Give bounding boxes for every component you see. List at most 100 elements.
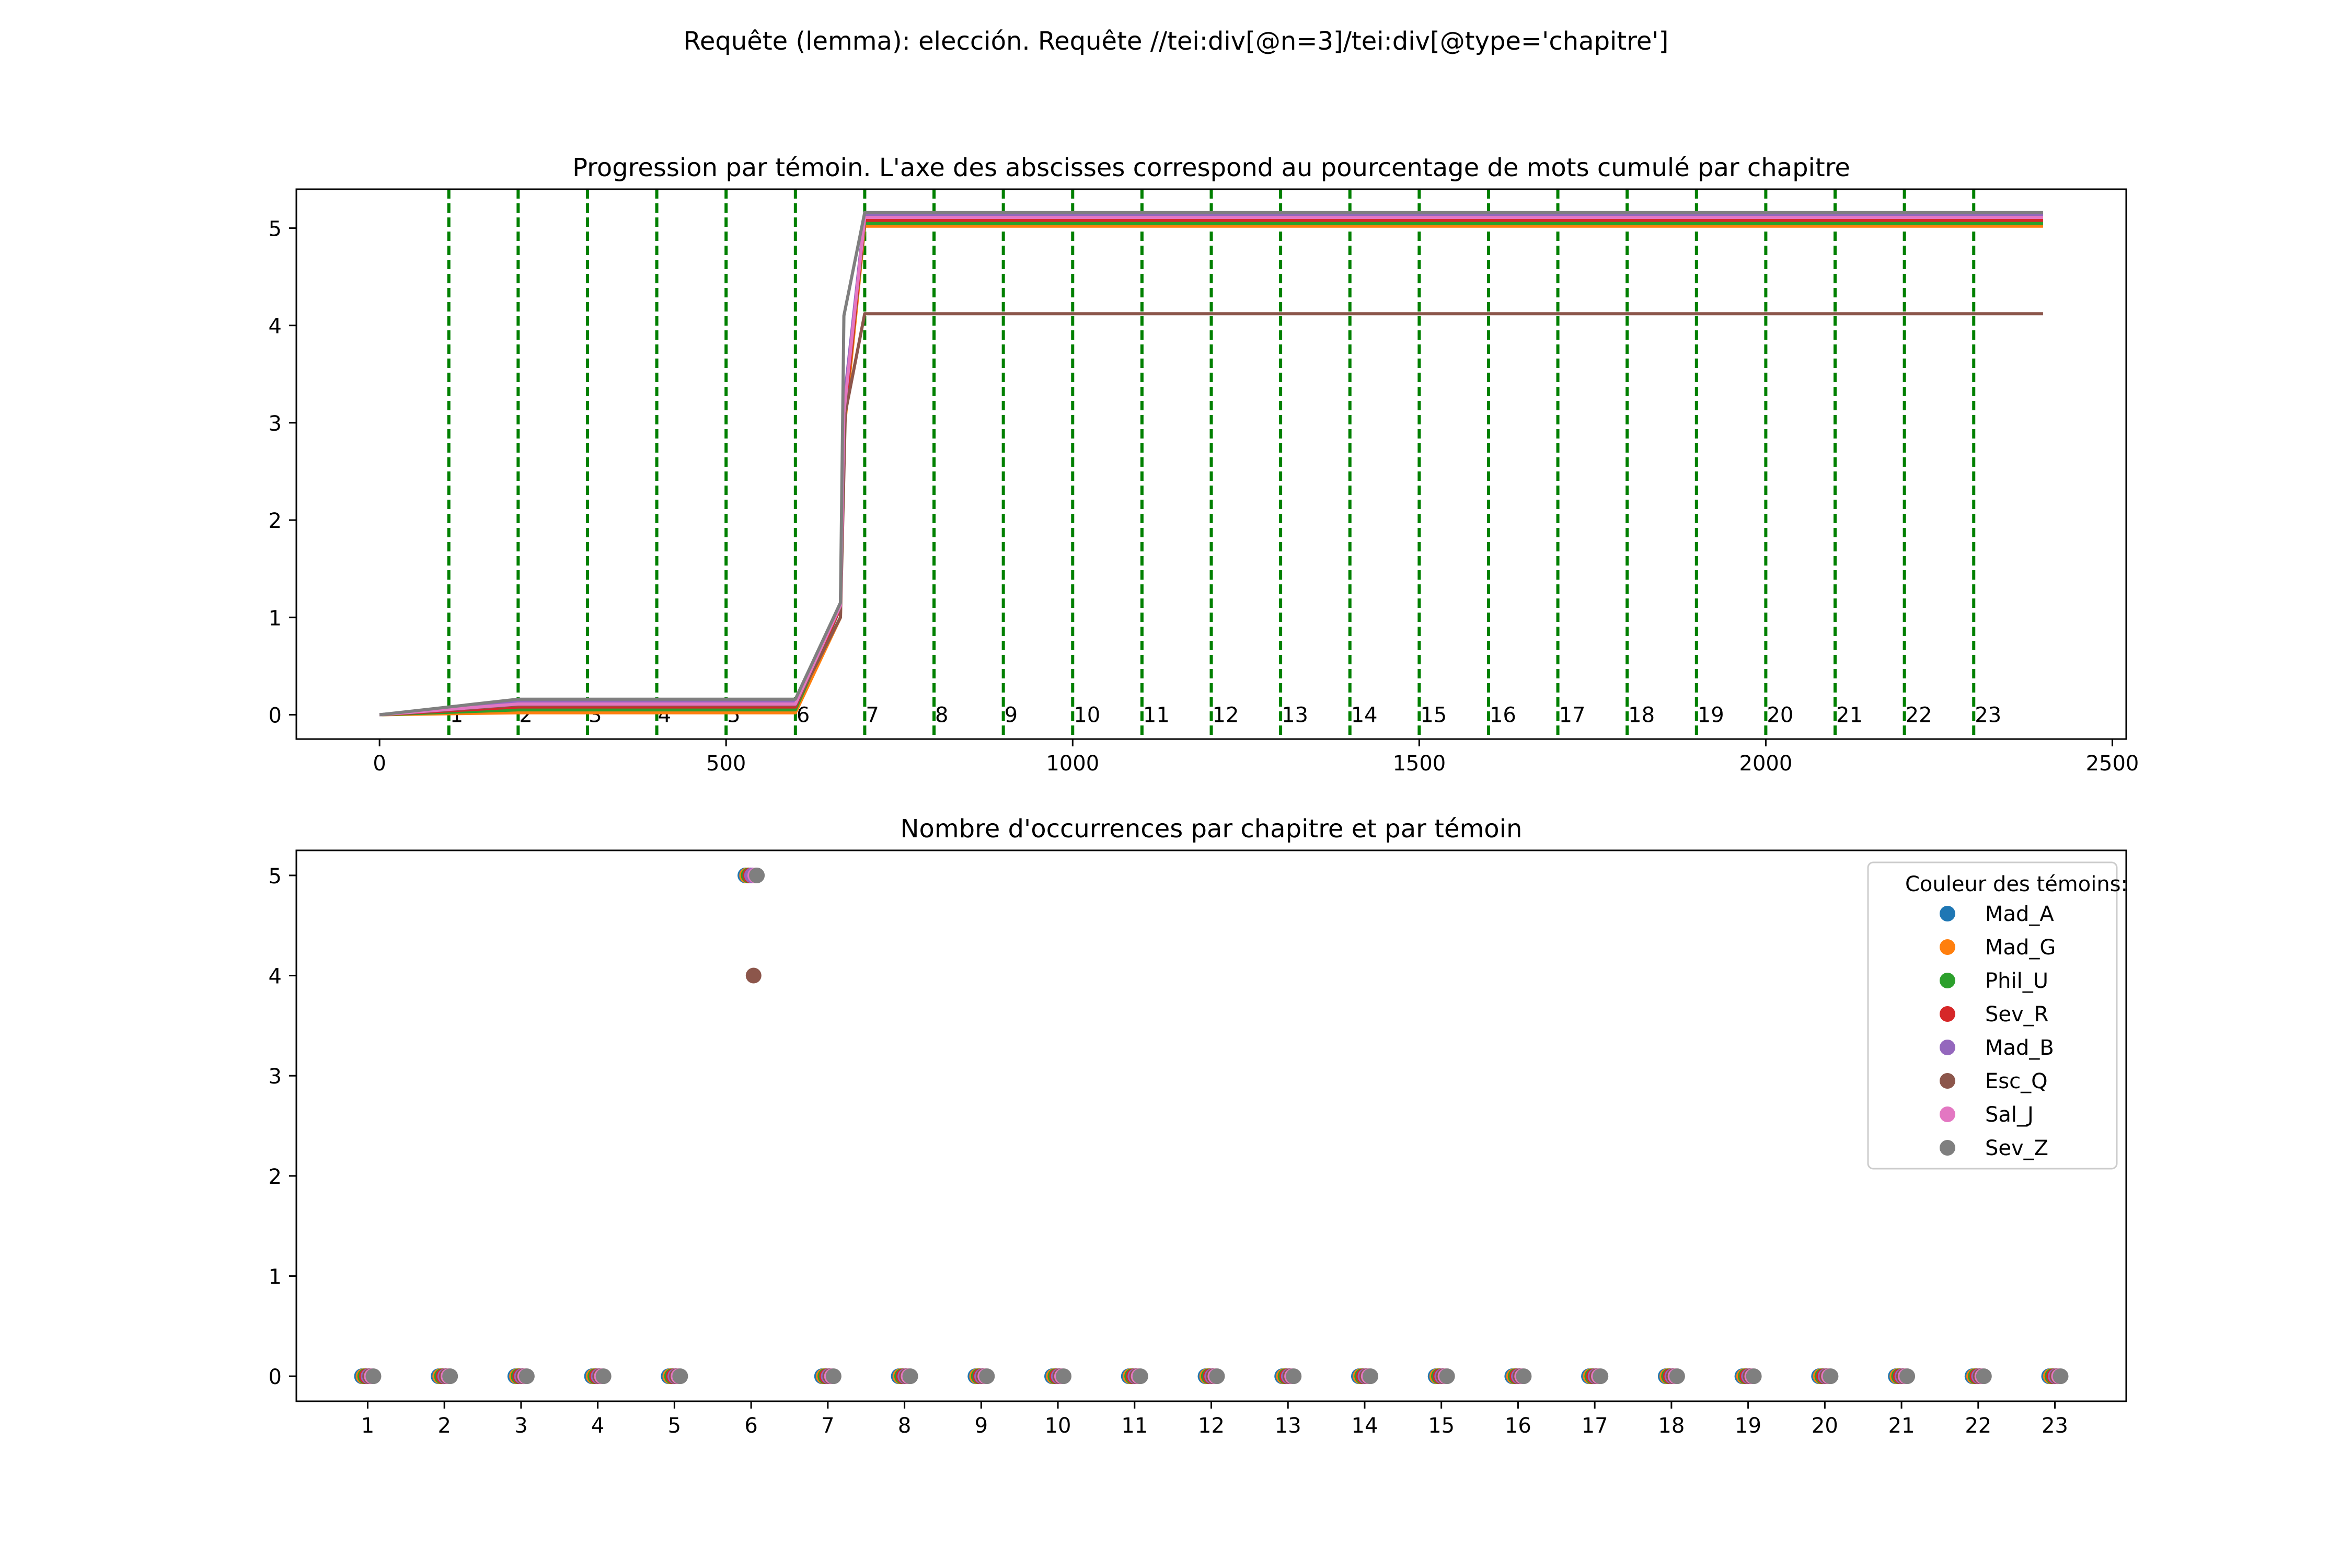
chapter-boundary-label: 22: [1906, 703, 1932, 727]
chapter-boundary-label: 11: [1143, 703, 1170, 727]
occurrences-y-tick-label: 2: [269, 1165, 282, 1189]
occurrences-x-tick-label: 21: [1888, 1414, 1915, 1438]
chapter-boundary-label: 13: [1282, 703, 1308, 727]
legend-marker: [1940, 973, 1955, 988]
chapter-boundary-label: 15: [1420, 703, 1447, 727]
data-point-sev-z: [1746, 1368, 1762, 1385]
legend-entry-label: Mad_G: [1985, 936, 2056, 960]
chapter-boundary-label: 23: [1975, 703, 2001, 727]
series-line-sev-z: [379, 211, 2043, 717]
legend-marker: [1940, 1140, 1955, 1156]
data-point-sev-z: [749, 867, 765, 883]
legend-frame: [1867, 861, 2118, 1170]
chapter-boundary-label: 10: [1074, 703, 1100, 727]
legend-marker: [1940, 1040, 1955, 1055]
data-point-sev-z: [518, 1368, 535, 1385]
progression-y-tick-label: 1: [269, 606, 282, 630]
occurrences-x-tick-label: 19: [1735, 1414, 1761, 1438]
progression-x-tick-label: 2000: [1739, 752, 1793, 776]
legend-marker: [1940, 1073, 1955, 1089]
legend-marker: [1940, 906, 1955, 921]
chapter-boundary-label: 18: [1628, 703, 1655, 727]
data-point-sev-z: [1439, 1368, 1455, 1385]
progression-y-tick-label: 0: [269, 704, 282, 728]
occurrences-x-tick-label: 7: [821, 1414, 834, 1438]
data-point-sev-z: [1593, 1368, 1609, 1385]
data-point-sev-z: [1899, 1368, 1916, 1385]
data-point-sev-z: [595, 1368, 612, 1385]
legend-entry-label: Sev_R: [1985, 1002, 2048, 1027]
data-point-sev-z: [1363, 1368, 1378, 1385]
legend-entry-label: Mad_A: [1985, 902, 2054, 926]
data-point-sev-z: [2053, 1368, 2069, 1385]
occurrences-x-tick-label: 18: [1658, 1414, 1685, 1438]
occurrences-x-tick-label: 1: [361, 1414, 374, 1438]
progression-y-tick-label: 2: [269, 509, 282, 533]
chapter-boundary-label: 19: [1698, 703, 1724, 727]
occurrences-y-tick-label: 0: [269, 1365, 282, 1389]
occurrences-chart-title: Nombre d'occurrences par chapitre et par…: [901, 814, 1523, 844]
chapter-boundary-label: 21: [1836, 703, 1863, 727]
occurrences-x-tick-label: 20: [1812, 1414, 1838, 1438]
data-point-sev-z: [979, 1368, 995, 1385]
legend-title: Couleur des témoins:: [1905, 872, 2128, 896]
data-point-sev-z: [902, 1368, 918, 1385]
chapter-boundary-label: 16: [1490, 703, 1516, 727]
progression-y-tick-label: 3: [269, 412, 282, 436]
data-point-sev-z: [442, 1368, 458, 1385]
occurrences-plot-frame: [295, 849, 2127, 1402]
occurrences-x-tick-label: 10: [1045, 1414, 1071, 1438]
occurrences-x-tick-label: 5: [668, 1414, 681, 1438]
chapter-boundary-label: 14: [1351, 703, 1378, 727]
chapter-boundary-label: 7: [866, 703, 879, 727]
chapter-boundary-label: 20: [1767, 703, 1793, 727]
progression-x-tick-label: 1000: [1046, 752, 1099, 776]
progression-x-tick-label: 2500: [2086, 752, 2139, 776]
chapter-boundary-label: 12: [1213, 703, 1239, 727]
progression-x-tick-label: 1500: [1392, 752, 1446, 776]
legend-entry-label: Mad_B: [1985, 1036, 2054, 1060]
data-point-sev-z: [1823, 1368, 1839, 1385]
progression-plot-frame: [295, 188, 2127, 740]
chapter-boundary-label: 8: [935, 703, 948, 727]
occurrences-y-tick-label: 1: [269, 1265, 282, 1289]
occurrences-x-tick-label: 4: [591, 1414, 604, 1438]
occurrences-y-tick-label: 3: [269, 1065, 282, 1089]
occurrences-x-tick-label: 11: [1121, 1414, 1148, 1438]
occurrences-x-tick-label: 13: [1275, 1414, 1301, 1438]
data-point-sev-z: [1209, 1368, 1225, 1385]
occurrences-chart: Nombre d'occurrences par chapitre et par…: [269, 814, 2128, 1438]
occurrences-x-tick-label: 17: [1582, 1414, 1608, 1438]
progression-chart: Progression par témoin. L'axe des abscis…: [269, 153, 2139, 776]
data-point-sev-z: [365, 1368, 382, 1385]
figure-suptitle: Requête (lemma): elección. Requête //tei…: [684, 27, 1669, 56]
progression-x-tick-label: 500: [706, 752, 746, 776]
data-point-sev-z: [825, 1368, 841, 1385]
data-point-sev-z: [1976, 1368, 1992, 1385]
legend-marker: [1940, 1106, 1955, 1122]
occurrences-x-tick-label: 15: [1428, 1414, 1455, 1438]
occurrences-x-tick-label: 6: [744, 1414, 757, 1438]
chapter-boundary-label: 17: [1559, 703, 1586, 727]
data-point-sev-z: [1132, 1368, 1148, 1385]
occurrences-x-tick-label: 3: [514, 1414, 527, 1438]
data-point-sev-z: [1056, 1368, 1071, 1385]
progression-y-tick-label: 4: [269, 315, 282, 339]
legend-entry-label: Esc_Q: [1985, 1069, 2048, 1093]
legend-entry-label: Sev_Z: [1985, 1136, 2048, 1160]
data-point-sev-z: [1286, 1368, 1302, 1385]
occurrences-x-tick-label: 12: [1198, 1414, 1225, 1438]
legend-marker: [1940, 939, 1955, 955]
chapter-boundary-label: 9: [1005, 703, 1018, 727]
legend-marker: [1940, 1006, 1955, 1022]
data-point-sev-z: [672, 1368, 688, 1385]
progression-y-tick-label: 5: [269, 217, 282, 241]
occurrences-y-tick-label: 5: [269, 864, 282, 889]
occurrences-x-tick-label: 9: [975, 1414, 988, 1438]
legend: Couleur des témoins: Mad_A Mad_G Phil_U Sev…: [1867, 861, 2128, 1170]
occurrences-x-tick-label: 8: [898, 1414, 911, 1438]
occurrences-x-tick-label: 23: [2042, 1414, 2068, 1438]
data-point-sev-z: [1516, 1368, 1532, 1385]
occurrences-x-tick-label: 2: [437, 1414, 451, 1438]
